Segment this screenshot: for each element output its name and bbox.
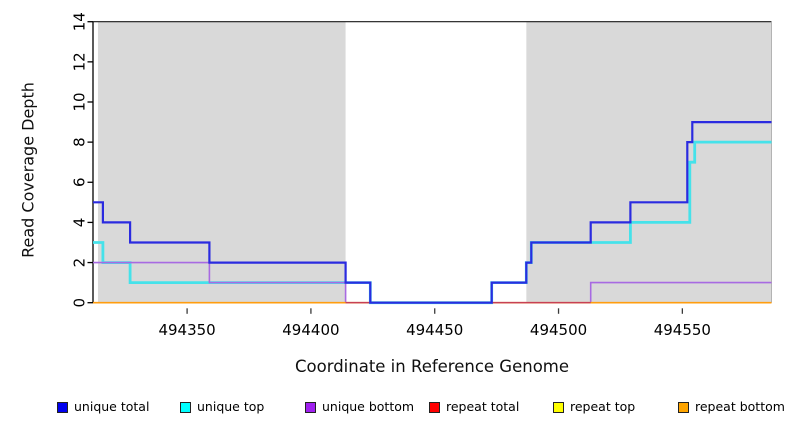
y-tick-label: 6 [71, 177, 89, 187]
legend-swatch-icon [305, 401, 316, 413]
series-line-unique-total [93, 121, 772, 304]
x-tick-label: 494450 [406, 321, 463, 339]
shaded-region-left [97, 21, 346, 303]
legend-item-repeat-top: repeat top [553, 398, 635, 416]
legend-item-unique-total: unique total [57, 398, 149, 416]
legend-swatch-icon [180, 401, 191, 413]
legend-swatch-icon [553, 401, 564, 413]
legend-swatch-icon [678, 401, 689, 413]
legend-label: repeat bottom [695, 399, 785, 414]
x-tick-label: 494350 [158, 321, 215, 339]
legend-item-unique-top: unique top [180, 398, 264, 416]
shaded-region-right [526, 21, 772, 303]
y-axis-title-text: Read Coverage Depth [18, 82, 38, 258]
y-tick-label: 10 [71, 92, 89, 111]
legend-label: repeat total [446, 399, 520, 414]
legend-item-unique-bottom: unique bottom [305, 398, 414, 416]
legend-label: repeat top [570, 399, 636, 414]
y-tick-label: 14 [71, 12, 89, 31]
y-tick-label: 8 [71, 137, 89, 147]
x-tick-label: 494400 [282, 321, 339, 339]
x-tick-label: 494550 [654, 321, 711, 339]
x-axis-title-text: Coordinate in Reference Genome [294, 357, 570, 376]
series-line-unique-bottom [93, 261, 772, 304]
legend-label: unique total [74, 399, 150, 414]
legend-swatch-icon [429, 401, 440, 413]
x-tick-label: 494500 [530, 321, 587, 339]
legend-swatch-icon [57, 401, 68, 413]
legend: unique total unique top unique bottom repea… [0, 398, 792, 420]
legend-item-repeat-bottom: repeat bottom [678, 398, 785, 416]
y-tick-label: 2 [71, 258, 89, 268]
legend-item-repeat-total: repeat total [429, 398, 519, 416]
y-tick-label: 12 [71, 52, 89, 71]
y-tick-label: 4 [71, 218, 89, 228]
y-tick-label: 0 [71, 298, 89, 308]
legend-label: unique bottom [322, 399, 415, 414]
legend-label: unique top [197, 399, 265, 414]
